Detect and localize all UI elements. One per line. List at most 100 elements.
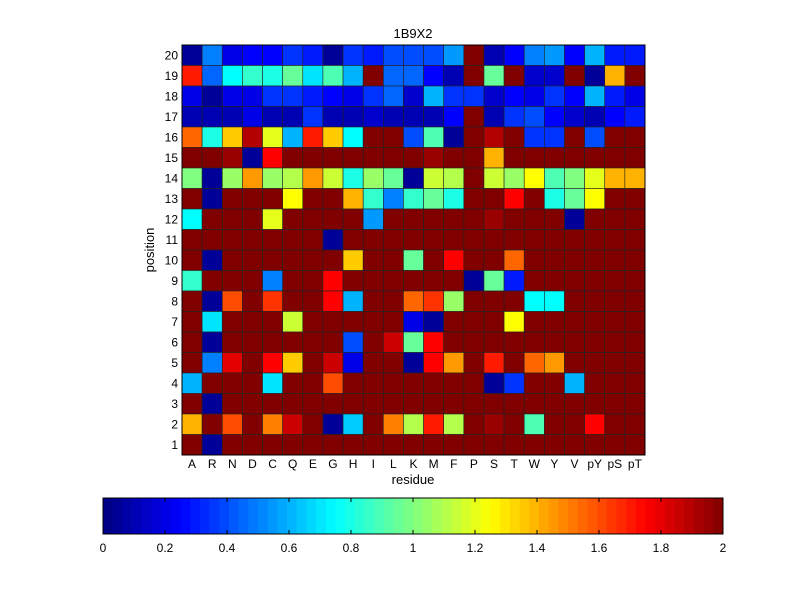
heatmap-cell (181, 147, 203, 169)
heatmap-cell (201, 270, 223, 292)
heatmap-cell (423, 126, 444, 148)
x-tick-label: E (309, 457, 317, 471)
heatmap-cell (262, 147, 283, 169)
heatmap-cell (181, 372, 203, 394)
colorbar (103, 498, 724, 534)
heatmap-cell (282, 208, 304, 230)
heatmap-cell (564, 167, 585, 189)
heatmap-cell (443, 393, 465, 415)
heatmap-cell (483, 393, 505, 415)
heatmap-cell (221, 290, 243, 312)
heatmap-cell (604, 126, 626, 148)
colorbar-segment (480, 498, 491, 534)
heatmap-cell (584, 352, 606, 374)
heatmap-cell (523, 352, 545, 374)
heatmap-cell (322, 188, 344, 210)
heatmap-cell (463, 188, 485, 210)
y-tick-label: 5 (171, 356, 178, 370)
heatmap-cell (403, 229, 424, 251)
heatmap-cell (322, 434, 344, 456)
heatmap-cell (604, 413, 626, 435)
heatmap-cell (201, 188, 223, 210)
colorbar-segment (258, 498, 268, 534)
heatmap-cell (423, 311, 444, 333)
heatmap-cell (201, 331, 223, 353)
heatmap-cell (503, 311, 525, 333)
x-tick-label: T (510, 457, 518, 471)
heatmap-cell (262, 372, 283, 394)
x-tick-label: L (390, 457, 397, 471)
heatmap-cell (403, 208, 424, 230)
heatmap-cell (564, 249, 585, 271)
heatmap-cell (181, 65, 203, 87)
heatmap-cell (564, 352, 585, 374)
x-tick-label: P (470, 457, 478, 471)
heatmap-cell (322, 413, 344, 435)
heatmap-cell (262, 290, 283, 312)
heatmap-cell (624, 188, 646, 210)
heatmap-cell (483, 311, 505, 333)
heatmap-cell (443, 413, 465, 435)
heatmap-cell (383, 65, 404, 87)
heatmap-cell (544, 208, 565, 230)
heatmap-cell (302, 208, 324, 230)
heatmap-cell (483, 413, 505, 435)
heatmap-cell (604, 147, 626, 169)
heatmap-cell (423, 290, 444, 312)
heatmap-cell (262, 44, 283, 66)
heatmap-cell (362, 372, 384, 394)
heatmap-cell (362, 208, 384, 230)
heatmap-cell (443, 372, 465, 394)
colorbar-tick-label: 2 (720, 541, 727, 555)
heatmap-cell (604, 270, 626, 292)
heatmap-cell (503, 147, 525, 169)
heatmap-cell (362, 167, 384, 189)
heatmap-cell (544, 331, 565, 353)
heatmap-cell (242, 167, 263, 189)
heatmap-cell (443, 434, 465, 456)
heatmap-cell (544, 434, 565, 456)
heatmap-cell (342, 311, 364, 333)
heatmap-cell (564, 85, 585, 107)
heatmap-cell (201, 208, 223, 230)
heatmap-cell (564, 65, 585, 87)
heatmap-cell (523, 167, 545, 189)
heatmap-cell (624, 331, 646, 353)
heatmap-cell (503, 372, 525, 394)
heatmap-cell (342, 126, 364, 148)
heatmap-cell (443, 270, 465, 292)
heatmap-cell (242, 249, 263, 271)
heatmap-cell (584, 372, 606, 394)
heatmap-cell (463, 372, 485, 394)
heatmap-cell (282, 85, 304, 107)
colorbar-segment (354, 498, 365, 534)
colorbar-segment (383, 498, 394, 534)
colorbar-segment (325, 498, 336, 534)
heatmap-cell (463, 167, 485, 189)
heatmap-cell (181, 311, 203, 333)
colorbar-tick-label: 1.8 (653, 541, 670, 555)
x-tick-label: S (490, 457, 498, 471)
heatmap-cell (624, 290, 646, 312)
heatmap-cell (564, 147, 585, 169)
heatmap-cell (523, 270, 545, 292)
heatmap-cell (342, 229, 364, 251)
heatmap-cell (242, 290, 263, 312)
heatmap-cell (624, 311, 646, 333)
heatmap-cell (604, 311, 626, 333)
heatmap-cell (624, 413, 646, 435)
colorbar-segment (403, 498, 414, 534)
colorbar-segment (374, 498, 385, 534)
heatmap-cell (342, 188, 364, 210)
heatmap-cell (181, 393, 203, 415)
x-tick-label: K (409, 457, 417, 471)
heatmap-cell (262, 167, 283, 189)
heatmap-cell (302, 413, 324, 435)
heatmap-cell (181, 167, 203, 189)
heatmap-cell (383, 311, 404, 333)
heatmap-cell (242, 270, 263, 292)
heatmap-cell (483, 44, 505, 66)
colorbar-segment (287, 498, 298, 534)
heatmap-cell (362, 65, 384, 87)
y-tick-label: 7 (171, 315, 178, 329)
